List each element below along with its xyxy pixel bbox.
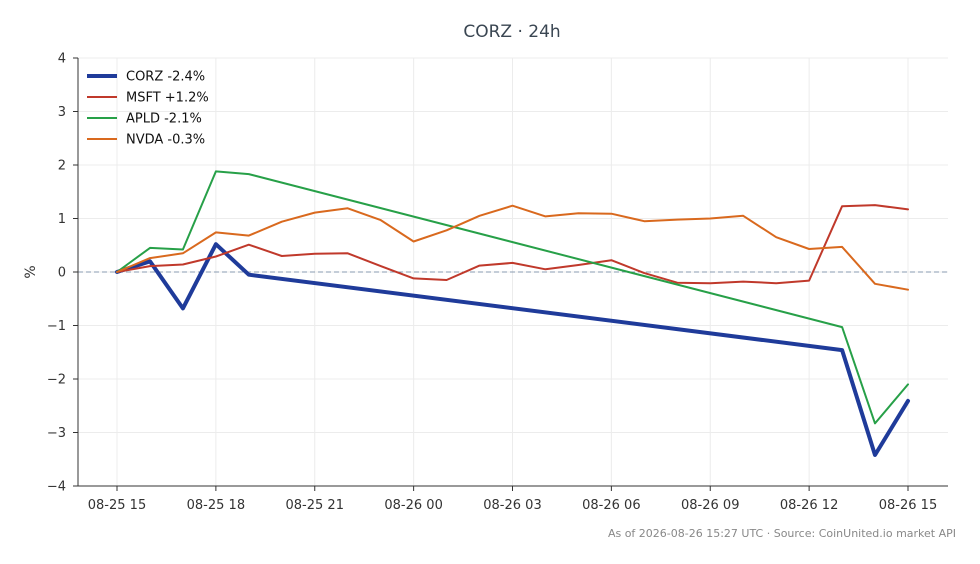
x-tick-label: 08-25 21 [286,498,344,513]
source-footer: As of 2026-08-26 15:27 UTC · Source: Coi… [608,527,956,540]
series-lines [115,170,910,457]
y-tick-label: −3 [47,426,66,441]
y-tick-label: 0 [58,266,66,281]
legend: CORZ -2.4% MSFT +1.2% APLD -2.1% NVDA -0.3% [87,70,209,148]
series-line-1 [116,204,909,285]
y-tick-label: 3 [58,105,66,120]
legend-label: MSFT +1.2% [126,91,209,106]
legend-label: CORZ -2.4% [126,70,205,85]
x-tick-label: 08-26 15 [879,498,937,513]
y-tick-label: 1 [58,212,66,227]
x-tick-label: 08-26 12 [780,498,838,513]
x-tick-label: 08-26 09 [681,498,739,513]
y-tick-label: −2 [47,373,66,388]
x-tick-label: 08-26 06 [582,498,640,513]
legend-label: NVDA -0.3% [126,133,205,148]
x-tick-label: 08-26 03 [483,498,541,513]
x-tick-label: 08-26 00 [384,498,442,513]
y-axis-label: % [23,265,39,278]
series-line-2 [116,170,909,425]
y-tick-label: −1 [47,319,66,334]
legend-label: APLD -2.1% [126,112,202,127]
x-tick-label: 08-25 15 [88,498,146,513]
chart-title: CORZ · 24h [463,22,560,42]
series-line-0 [115,242,910,457]
y-tick-label: 4 [58,52,66,67]
series-line-3 [116,204,909,291]
y-tick-label: −4 [47,480,66,495]
axes: −4 −3 −2 −1 0 1 2 3 4 08-25 15 08-25 18 08-25 21 08-… [47,52,948,513]
x-tick-label: 08-25 18 [187,498,245,513]
y-tick-label: 2 [58,159,66,174]
